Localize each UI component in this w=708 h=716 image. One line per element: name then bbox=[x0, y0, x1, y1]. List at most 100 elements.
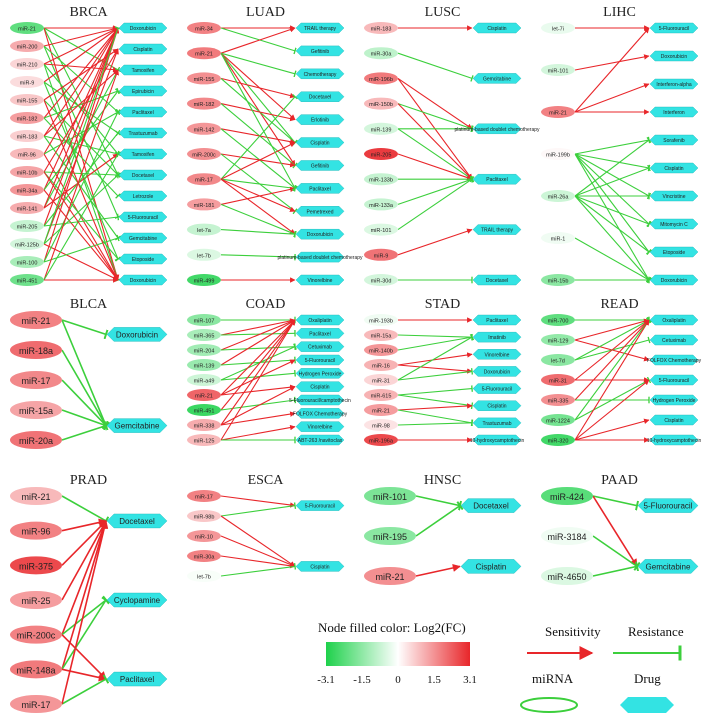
mirna-node[interactable]: miR-17 bbox=[10, 371, 62, 389]
mirna-node[interactable]: miR-195 bbox=[364, 527, 416, 545]
mirna-node[interactable]: miR-155 bbox=[10, 94, 44, 106]
mirna-node[interactable]: miR-338 bbox=[187, 419, 221, 431]
drug-node[interactable]: Paclitaxel bbox=[106, 671, 168, 687]
drug-node[interactable]: Doxorubicin bbox=[649, 50, 699, 62]
drug-node[interactable]: Doxorubicin bbox=[472, 366, 522, 377]
mirna-node[interactable]: miR-148a bbox=[10, 660, 62, 679]
drug-node[interactable]: Gemcitabine bbox=[637, 559, 699, 574]
drug-node[interactable]: Cisplatin bbox=[472, 22, 522, 34]
mirna-node[interactable]: miR-16 bbox=[364, 359, 398, 371]
mirna-node[interactable]: miR-17 bbox=[187, 173, 221, 186]
mirna-node[interactable]: miR-101 bbox=[541, 64, 575, 76]
drug-node[interactable]: Trastuzumab bbox=[118, 127, 168, 139]
drug-node[interactable]: Etoposide bbox=[118, 253, 168, 265]
drug-node[interactable]: Tamoxifen bbox=[118, 64, 168, 76]
drug-node[interactable]: Chemotherapy bbox=[295, 68, 345, 80]
mirna-node[interactable]: miR-182 bbox=[10, 112, 44, 124]
mirna-node[interactable]: miR-133a bbox=[364, 198, 398, 211]
mirna-node[interactable]: miR-101 bbox=[364, 487, 416, 505]
mirna-node[interactable]: let-7i bbox=[541, 22, 575, 34]
mirna-node[interactable]: miR-320 bbox=[541, 434, 575, 446]
mirna-node[interactable]: miR-200c bbox=[10, 625, 62, 644]
mirna-node[interactable]: miR-100 bbox=[10, 256, 44, 268]
mirna-node[interactable]: let-7a bbox=[187, 223, 221, 236]
mirna-node[interactable]: miR-31 bbox=[364, 374, 398, 386]
mirna-node[interactable]: miR-15a bbox=[10, 401, 62, 419]
mirna-node[interactable]: miR-139 bbox=[187, 359, 221, 371]
drug-node[interactable]: FOLFOX Chemotherapy bbox=[293, 408, 348, 419]
mirna-node[interactable]: miR-205 bbox=[364, 148, 398, 160]
mirna-node[interactable]: miR-1224 bbox=[541, 414, 575, 426]
drug-node[interactable]: Cisplatin bbox=[118, 43, 168, 55]
drug-node[interactable]: Doxorubicin bbox=[649, 274, 699, 286]
mirna-node[interactable]: miR-34 bbox=[187, 22, 221, 34]
drug-node[interactable]: Docetaxel bbox=[295, 91, 345, 102]
mirna-node[interactable]: miR-17 bbox=[10, 695, 62, 713]
drug-node[interactable]: Hydrogen Peroxide bbox=[295, 368, 345, 379]
drug-node[interactable]: 5-Fluorouracil bbox=[472, 383, 522, 394]
drug-node[interactable]: Vinorelbine bbox=[295, 274, 345, 286]
mirna-node[interactable]: miR-34a bbox=[10, 184, 44, 196]
mirna-node[interactable]: miR-21 bbox=[364, 404, 398, 416]
drug-node[interactable]: Docetaxel bbox=[472, 274, 522, 286]
drug-node[interactable]: Vinorelbine bbox=[472, 349, 522, 360]
mirna-node[interactable]: miR-205 bbox=[10, 220, 44, 232]
drug-node[interactable]: Vincristine bbox=[649, 190, 699, 202]
drug-node[interactable]: Letrozole bbox=[118, 190, 168, 202]
mirna-node[interactable]: miR-210 bbox=[10, 58, 44, 70]
mirna-node[interactable]: miR-424 bbox=[541, 487, 593, 505]
mirna-node[interactable]: miR-142 bbox=[187, 122, 221, 135]
mirna-node[interactable]: miR-101 bbox=[364, 223, 398, 236]
drug-node[interactable]: Sorafenib bbox=[649, 134, 699, 146]
mirna-node[interactable]: miR-30a bbox=[364, 47, 398, 60]
drug-node[interactable]: Docetaxel bbox=[118, 169, 168, 181]
mirna-node[interactable]: miR-375 bbox=[10, 556, 62, 575]
mirna-node[interactable]: miR-21 bbox=[187, 47, 221, 60]
mirna-node[interactable]: miR-615 bbox=[364, 389, 398, 401]
drug-node[interactable]: Cisplatin bbox=[295, 381, 345, 392]
drug-node[interactable]: Cisplatin bbox=[295, 137, 345, 148]
mirna-node[interactable]: miR-25 bbox=[10, 591, 62, 609]
mirna-node[interactable]: miR-98 bbox=[364, 419, 398, 431]
drug-node[interactable]: Interferon-alpha bbox=[649, 78, 699, 90]
mirna-node[interactable]: miR-15a bbox=[364, 329, 398, 341]
mirna-node[interactable]: miR-140b bbox=[364, 344, 398, 356]
drug-node[interactable]: Doxorubicin bbox=[118, 274, 168, 286]
mirna-node[interactable]: miR-196a bbox=[364, 434, 398, 446]
drug-node[interactable]: Mitomycin C bbox=[649, 218, 699, 230]
mirna-node[interactable]: miR-a49 bbox=[187, 374, 221, 386]
mirna-node[interactable]: miR-181 bbox=[187, 198, 221, 211]
drug-node[interactable]: 5-Fluorouracil/camptothecin bbox=[289, 394, 351, 406]
drug-node[interactable]: Erlotinib bbox=[295, 114, 345, 125]
drug-node[interactable]: Trastuzumab bbox=[472, 417, 522, 429]
drug-node[interactable]: Hydrogen Peroxide bbox=[649, 394, 699, 406]
drug-node[interactable]: Paclitaxel bbox=[295, 183, 345, 194]
drug-node[interactable]: Paclitaxel bbox=[118, 106, 168, 118]
mirna-node[interactable]: miR-30d bbox=[364, 274, 398, 286]
drug-node[interactable]: Doxorubicin bbox=[106, 327, 168, 342]
mirna-node[interactable]: miR-199b bbox=[541, 148, 575, 160]
mirna-node[interactable]: miR-98b bbox=[187, 510, 221, 522]
mirna-node[interactable]: miR-141 bbox=[10, 202, 44, 214]
drug-node[interactable]: Gefitinib bbox=[295, 45, 345, 57]
mirna-node[interactable]: miR-18a bbox=[10, 341, 62, 359]
drug-node[interactable]: Cisplatin bbox=[649, 414, 699, 426]
mirna-node[interactable]: miR-96 bbox=[10, 521, 62, 540]
drug-node[interactable]: Epirubicin bbox=[118, 85, 168, 97]
drug-node[interactable]: Interferon bbox=[649, 106, 699, 118]
drug-node[interactable]: Doxorubicin bbox=[295, 228, 345, 240]
mirna-node[interactable]: miR-365 bbox=[187, 329, 221, 341]
mirna-node[interactable]: miR-196b bbox=[364, 72, 398, 85]
mirna-node[interactable]: miR-700 bbox=[541, 314, 575, 326]
mirna-node[interactable]: miR-133b bbox=[364, 173, 398, 186]
mirna-node[interactable]: miR-31 bbox=[541, 374, 575, 386]
mirna-node[interactable]: miR-96 bbox=[10, 148, 44, 160]
drug-node[interactable]: Gemcitabine bbox=[118, 232, 168, 244]
drug-node[interactable]: Docetaxel bbox=[460, 498, 522, 513]
mirna-node[interactable]: miR-139 bbox=[364, 122, 398, 135]
mirna-node[interactable]: miR-15b bbox=[541, 274, 575, 286]
drug-node[interactable]: 5-Fluorouracil bbox=[637, 498, 699, 513]
mirna-node[interactable]: miR-125b bbox=[10, 238, 44, 250]
mirna-node[interactable]: miR-182 bbox=[187, 97, 221, 110]
mirna-node[interactable]: miR-200c bbox=[187, 148, 221, 160]
